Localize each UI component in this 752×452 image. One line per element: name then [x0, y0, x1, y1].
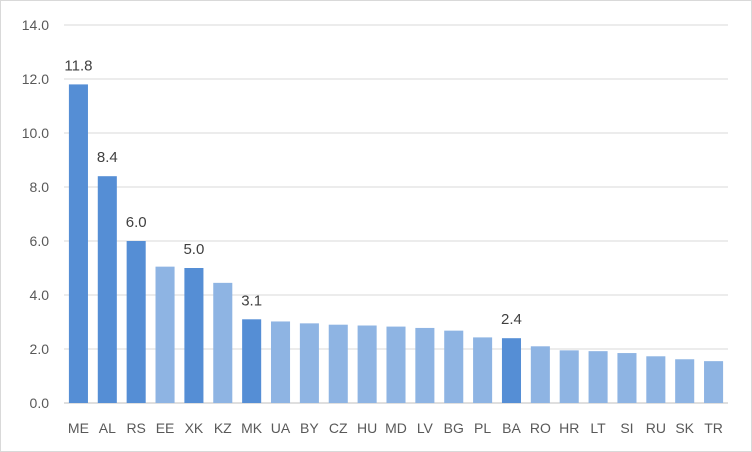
x-tick-label: TR	[704, 420, 723, 436]
x-tick-label: RO	[530, 420, 551, 436]
y-tick-label: 12.0	[22, 71, 49, 87]
y-tick-label: 2.0	[30, 341, 50, 357]
bar-bg	[444, 330, 464, 403]
bar-ee	[155, 266, 175, 403]
x-tick-label: SI	[620, 420, 633, 436]
bar-ua	[270, 321, 291, 403]
bar-sk	[675, 359, 695, 403]
bar-ba	[501, 338, 522, 403]
x-tick-label: MK	[241, 420, 263, 436]
x-tick-label: UA	[271, 420, 291, 436]
bar-ru	[646, 356, 666, 403]
data-label-ba: 2.4	[501, 311, 522, 328]
y-tick-label: 8.0	[30, 179, 50, 195]
bar-tr	[704, 361, 724, 403]
x-tick-label: HR	[559, 420, 579, 436]
x-tick-label: XK	[185, 420, 204, 436]
x-tick-label: BY	[300, 420, 319, 436]
bar-by	[299, 323, 319, 403]
x-tick-label: MD	[385, 420, 407, 436]
bar-hr	[559, 350, 579, 403]
bar-hu	[357, 325, 377, 403]
x-tick-label: PL	[474, 420, 491, 436]
y-tick-label: 10.0	[22, 125, 49, 141]
y-tick-label: 6.0	[30, 233, 50, 249]
bar-mk	[242, 319, 262, 403]
x-tick-label: KZ	[214, 420, 232, 436]
data-label-mk: 3.1	[241, 292, 262, 309]
bar-me	[68, 84, 88, 404]
x-tick-label: CZ	[329, 420, 348, 436]
data-label-me: 11.8	[64, 57, 92, 74]
x-tick-label: SK	[675, 420, 694, 436]
bar-lv	[415, 327, 435, 403]
data-label-rs: 6.0	[126, 214, 147, 231]
x-tick-label: AL	[99, 420, 116, 436]
x-tick-label: RS	[126, 420, 145, 436]
data-label-al: 8.4	[97, 149, 118, 166]
data-label-xk: 5.0	[183, 241, 204, 258]
x-tick-label: EE	[156, 420, 175, 436]
bar-lt	[588, 351, 608, 403]
bar-kz	[213, 282, 233, 403]
x-tick-label: LV	[417, 420, 434, 436]
bar-pl	[473, 337, 493, 403]
bar-si	[617, 353, 637, 403]
y-tick-label: 14.0	[22, 17, 49, 33]
bar-ro	[530, 346, 550, 403]
x-tick-label: RU	[646, 420, 666, 436]
bar-al	[97, 176, 117, 403]
x-tick-label: BA	[502, 420, 521, 436]
x-tick-label: BG	[444, 420, 464, 436]
y-tick-label: 4.0	[30, 287, 50, 303]
y-tick-label: 0.0	[30, 395, 50, 411]
bar-cz	[328, 324, 348, 403]
bar-rs	[126, 241, 146, 403]
x-tick-label: LT	[590, 420, 606, 436]
x-tick-label: ME	[68, 420, 89, 436]
bar-md	[386, 326, 406, 403]
bar-xk	[184, 268, 204, 403]
x-tick-label: HU	[357, 420, 377, 436]
